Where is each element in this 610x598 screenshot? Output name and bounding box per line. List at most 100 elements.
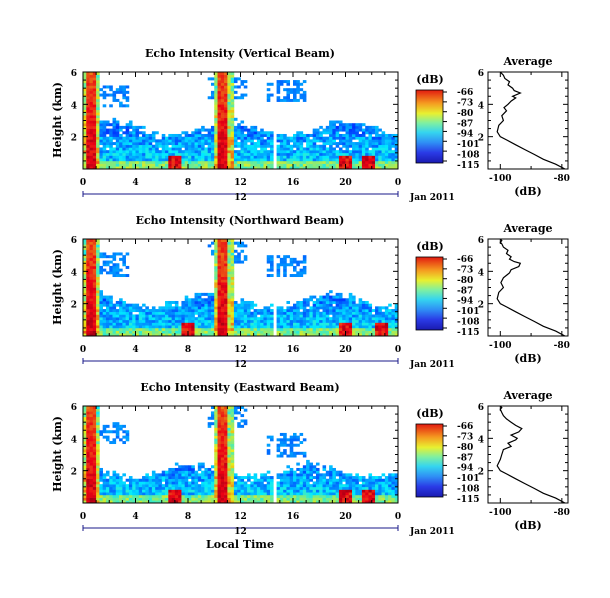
heatmap-cell — [210, 497, 215, 501]
heatmap-cell — [260, 309, 264, 313]
heatmap-cell — [214, 465, 218, 469]
heatmap-cell — [220, 152, 225, 156]
heatmap-cell — [247, 158, 251, 162]
heatmap-cell — [352, 152, 356, 156]
heatmap-cell — [96, 72, 100, 75]
heatmap-cell — [286, 489, 291, 493]
heatmap-cell — [204, 152, 208, 156]
heatmap-cell — [86, 276, 90, 280]
heatmap-cell — [112, 131, 117, 135]
heatmap-cell — [119, 152, 123, 156]
heatmap-cell — [315, 303, 320, 307]
heatmap-cell — [342, 327, 346, 331]
heatmap-cell — [283, 486, 287, 490]
heatmap-cell — [168, 314, 172, 318]
heatmap-cell — [158, 497, 163, 501]
heatmap-cell — [378, 139, 382, 143]
heatmap-cell — [161, 492, 166, 496]
heatmap-cell — [361, 133, 366, 137]
heatmap-cell — [302, 465, 307, 469]
heatmap-cell — [204, 476, 208, 480]
heatmap-cell — [115, 500, 120, 503]
heatmap-cell — [112, 263, 117, 267]
heatmap-cell — [174, 317, 179, 321]
heatmap-cell — [83, 74, 87, 78]
heatmap-cell — [355, 489, 359, 493]
heatmap-cell — [217, 158, 222, 162]
heatmap-cell — [329, 492, 333, 496]
heatmap-cell — [171, 160, 176, 164]
heatmap-cell — [230, 462, 235, 466]
heatmap-cell — [96, 459, 100, 463]
heatmap-cell — [96, 317, 100, 321]
heatmap-cell — [178, 489, 182, 493]
heatmap-cell — [83, 467, 87, 471]
heatmap-cell — [319, 311, 323, 315]
heatmap-cell — [355, 303, 359, 307]
heatmap-cell — [224, 327, 228, 331]
heatmap-cell — [197, 322, 202, 326]
heatmap-cell — [99, 330, 103, 334]
heatmap-cell — [89, 158, 94, 162]
heatmap-cell — [214, 112, 218, 116]
heatmap-cell — [214, 74, 218, 78]
heatmap-cell — [289, 438, 294, 442]
heatmap-cell — [83, 88, 87, 92]
heatmap-cell — [89, 109, 94, 113]
heatmap-cell — [119, 125, 123, 129]
heatmap-cell — [119, 101, 123, 105]
heatmap-cell — [279, 139, 284, 143]
heatmap-cell — [112, 309, 117, 313]
heatmap-cell — [194, 142, 199, 146]
heatmap-cell — [227, 93, 231, 97]
heatmap-cell — [109, 317, 113, 321]
heatmap-cell — [361, 300, 366, 304]
heatmap-cell — [119, 158, 123, 162]
heatmap-cell — [220, 85, 225, 89]
heatmap-cell — [276, 500, 281, 503]
heatmap-cell — [224, 500, 228, 503]
heatmap-cell — [315, 131, 320, 135]
heatmap-cell — [375, 322, 379, 326]
heatmap-cell — [358, 311, 363, 315]
heatmap-cell — [96, 457, 100, 461]
heatmap-cell — [309, 484, 313, 488]
heatmap-cell — [194, 327, 199, 331]
heatmap-cell — [233, 117, 238, 121]
heatmap-cell — [151, 473, 156, 477]
heatmap-cell — [296, 481, 300, 485]
heatmap-cell — [240, 260, 245, 264]
heatmap-cell — [102, 139, 107, 143]
heatmap-cell — [109, 163, 113, 167]
heatmap-cell — [119, 314, 123, 318]
heatmap-cell — [352, 481, 356, 485]
heatmap-cell — [119, 424, 123, 428]
heatmap-cell — [201, 311, 205, 315]
heatmap-cell — [83, 489, 87, 493]
heatmap-cell — [220, 406, 225, 409]
heatmap-cell — [142, 163, 146, 167]
heatmap-cell — [83, 104, 87, 108]
heatmap-cell — [237, 492, 241, 496]
heatmap-cell — [168, 142, 172, 146]
heatmap-cell — [260, 330, 264, 334]
heatmap-cell — [368, 486, 373, 490]
heatmap-cell — [355, 311, 359, 315]
heatmap-cell — [394, 319, 398, 323]
heatmap-cell — [119, 85, 123, 89]
heatmap-cell — [201, 322, 205, 326]
heatmap-cell — [191, 325, 195, 329]
heatmap-cell — [99, 265, 103, 269]
heatmap-cell — [329, 309, 333, 313]
heatmap-cell — [279, 494, 284, 498]
x-tick: 4 — [132, 178, 138, 188]
heatmap-cell — [125, 478, 130, 482]
heatmap-cell — [92, 457, 97, 461]
heatmap-cell — [302, 319, 307, 323]
heatmap-cell — [371, 494, 376, 498]
heatmap-cell — [86, 327, 90, 331]
heatmap-cell — [306, 486, 310, 490]
heatmap-cell — [299, 139, 304, 143]
heatmap-cell — [112, 158, 117, 162]
heatmap-cell — [338, 481, 343, 485]
